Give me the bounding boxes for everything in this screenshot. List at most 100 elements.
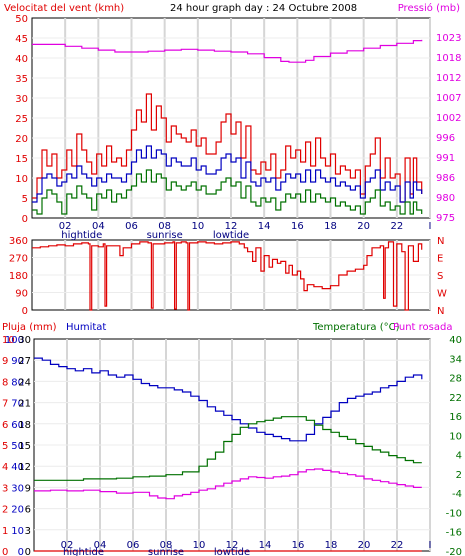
- rain-tick-label: 1: [2, 526, 8, 537]
- temp-left-tick-label: 18: [18, 420, 31, 431]
- humidity-tick-label: 90: [11, 356, 24, 367]
- x-tick-label: 10: [193, 540, 206, 551]
- wind-series: [32, 39, 423, 215]
- temperature-tick-label: -20: [446, 547, 462, 556]
- rain-tick-label: 9: [2, 356, 8, 367]
- x-tick-label: I: [429, 221, 432, 232]
- temperature-tick-label: 22: [449, 393, 462, 404]
- direction-tick-label: 270: [9, 254, 28, 265]
- temperature-tick-label: 40: [449, 335, 462, 346]
- temperature-tick-label: -10: [446, 508, 462, 519]
- x-tick-label: 04: [92, 221, 105, 232]
- temp-left-tick-label: 9: [25, 483, 31, 494]
- series-temperature: [34, 416, 422, 481]
- graph-title: 24 hour graph day : 24 Octubre 2008: [170, 3, 357, 14]
- direction-tick-label: 0: [22, 306, 28, 317]
- direction-tick-label: 180: [9, 271, 28, 282]
- x-tick-label: 06: [125, 221, 138, 232]
- wind-tick-label: 25: [15, 114, 28, 125]
- humidity-tick-label: 0: [18, 547, 24, 556]
- x-tick-label: 02: [59, 221, 72, 232]
- x-tick-label: 20: [358, 540, 371, 551]
- rain-tick-label: 8: [2, 377, 8, 388]
- event-label-sunrise: sunrise: [148, 547, 184, 556]
- event-label-hightide: hightide: [63, 547, 104, 556]
- wind-tick-label: 15: [15, 154, 28, 165]
- compass-tick-label: N: [437, 306, 444, 317]
- x-tick-label: 16: [291, 221, 304, 232]
- temp-left-tick-label: 6: [25, 505, 31, 516]
- wind-tick-label: 0: [22, 214, 28, 225]
- x-tick-label: 18: [324, 221, 337, 232]
- pressure-tick-label: 1018: [436, 53, 461, 64]
- temperature-tick-label: 10: [449, 431, 462, 442]
- temp-left-tick-label: 30: [18, 335, 31, 346]
- temperature-tick-label: -16: [446, 528, 462, 539]
- direction-series: [32, 241, 423, 311]
- x-tick-label: 18: [325, 540, 338, 551]
- rain-tick-label: 4: [2, 462, 8, 473]
- temperature-tick-label: 34: [449, 354, 462, 365]
- wind-tick-label: 30: [15, 94, 28, 105]
- x-tick-label: 04: [94, 540, 107, 551]
- temperature-tick-label: -4: [452, 489, 462, 500]
- rain-tick-label: 3: [2, 483, 8, 494]
- direction-tick-label: 360: [9, 236, 28, 247]
- rain-tick-label: 5: [2, 441, 8, 452]
- wind-grid: [32, 18, 431, 218]
- x-tick-label: 22: [391, 540, 404, 551]
- humidity-tick-label: 40: [11, 462, 24, 473]
- x-tick-label: 06: [127, 540, 140, 551]
- rain-tick-label: 2: [2, 505, 8, 516]
- x-tick-label: 08: [158, 221, 171, 232]
- wind-title: Velocitat del vent (kmh): [4, 3, 124, 14]
- temperature-title: Temperatura (°C): [312, 322, 400, 333]
- compass-tick-label: E: [437, 254, 443, 265]
- humidity-tick-label: 60: [11, 420, 24, 431]
- rain-tick-label: 10: [2, 335, 15, 346]
- x-tick-label: 08: [160, 540, 173, 551]
- humidity-tick-label: 80: [11, 377, 24, 388]
- wind-tick-label: 40: [15, 54, 28, 65]
- x-tick-label: 14: [259, 540, 272, 551]
- pressure-tick-label: 980: [436, 193, 455, 204]
- event-label-hightide: hightide: [61, 230, 102, 241]
- series-humidity: [34, 357, 423, 442]
- temperature-tick-label: 16: [449, 412, 462, 423]
- event-label-sunrise: sunrise: [147, 230, 183, 241]
- wind-tick-label: 45: [15, 34, 28, 45]
- series-pressure: [32, 39, 423, 63]
- x-tick-label: I: [429, 540, 432, 551]
- wind-tick-label: 50: [15, 14, 28, 25]
- humidity-tick-label: 100: [5, 335, 24, 346]
- wind-tick-label: 20: [15, 134, 28, 145]
- humidity-tick-label: 70: [11, 399, 24, 410]
- rain-tick-label: 7: [2, 399, 8, 410]
- x-tick-label: 22: [390, 221, 403, 232]
- rain-title: Pluja (mm): [2, 322, 57, 333]
- pressure-tick-label: 975: [436, 213, 455, 224]
- x-tick-label: 14: [258, 221, 271, 232]
- compass-tick-label: S: [437, 271, 443, 282]
- temp-left-tick-label: 0: [25, 547, 31, 556]
- series-minimum: [32, 169, 423, 215]
- temp-left-tick-label: 3: [25, 526, 31, 537]
- wind-tick-label: 5: [22, 194, 28, 205]
- pressure-tick-label: 991: [436, 153, 455, 164]
- humidity-tick-label: 10: [11, 526, 24, 537]
- temp-left-tick-label: 15: [18, 441, 31, 452]
- compass-tick-label: N: [437, 236, 444, 247]
- x-tick-label: 02: [61, 540, 74, 551]
- pressure-tick-label: 1002: [436, 113, 461, 124]
- rain-tick-label: 6: [2, 420, 8, 431]
- x-tick-label: 20: [357, 221, 370, 232]
- temperature-tick-label: 4: [456, 451, 462, 462]
- pressure-tick-label: 1012: [436, 73, 461, 84]
- pressure-title: Pressió (mb): [398, 2, 460, 14]
- x-tick-label: 12: [226, 540, 239, 551]
- humidity-tick-label: 50: [11, 441, 24, 452]
- direction-tick-label: 90: [15, 289, 28, 300]
- series-average: [32, 145, 423, 203]
- rain-tick-label: 0: [2, 547, 8, 556]
